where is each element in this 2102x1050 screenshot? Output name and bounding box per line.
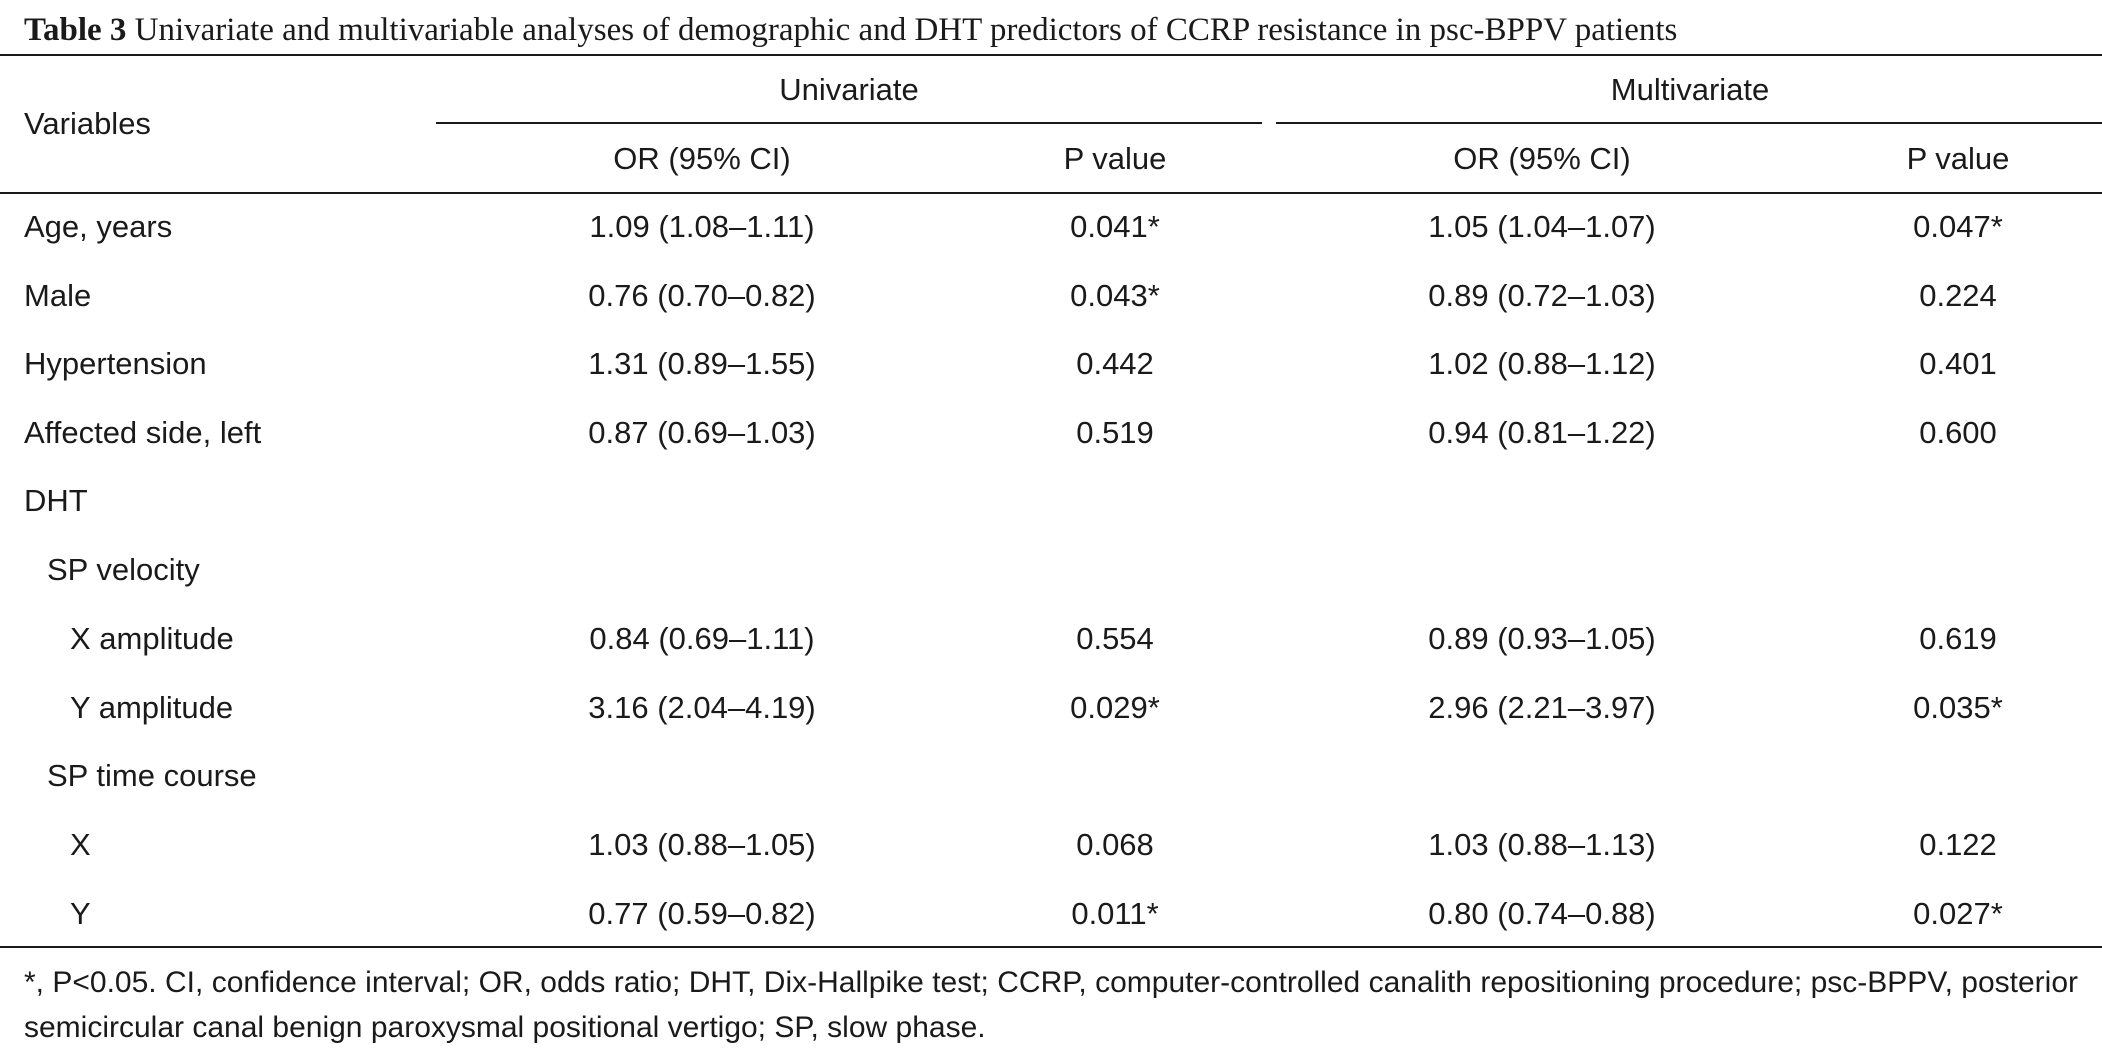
row-uni-or: 1.03 (0.88–1.05) <box>588 827 816 862</box>
header-multi-p: P value <box>1906 141 2010 176</box>
row-uni-or: 0.76 (0.70–0.82) <box>588 278 816 313</box>
row-multi-p: 0.122 <box>1919 827 1997 862</box>
row-uni-p: 0.043* <box>1070 278 1160 313</box>
table-bottom-rule <box>0 946 2102 948</box>
row-variable: Y amplitude <box>70 690 234 725</box>
row-multi-p: 0.600 <box>1919 415 1997 450</box>
row-variable: X <box>70 827 91 862</box>
row-variable: SP velocity <box>47 552 200 587</box>
row-multi-p: 0.224 <box>1919 278 1997 313</box>
row-uni-or: 1.31 (0.89–1.55) <box>588 346 816 381</box>
table-footnote: *, P<0.05. CI, confidence interval; OR, … <box>24 966 2078 1044</box>
row-uni-or: 3.16 (2.04–4.19) <box>588 690 816 725</box>
row-uni-p: 0.519 <box>1076 415 1154 450</box>
header-univariate: Univariate <box>779 72 919 107</box>
row-variable: Hypertension <box>24 346 207 381</box>
row-variable: Male <box>24 278 92 313</box>
row-variable: SP time course <box>47 758 257 793</box>
row-multi-or: 0.94 (0.81–1.22) <box>1428 415 1656 450</box>
row-variable: Y <box>70 896 91 931</box>
table-caption-text: Univariate and multivariable analyses of… <box>134 12 1678 48</box>
row-multi-or: 1.03 (0.88–1.13) <box>1428 827 1656 862</box>
row-uni-or: 0.84 (0.69–1.11) <box>589 621 815 656</box>
header-variables: Variables <box>24 106 151 141</box>
header-multivariate: Multivariate <box>1610 72 1770 107</box>
row-uni-or: 0.77 (0.59–0.82) <box>588 896 816 931</box>
row-multi-or: 2.96 (2.21–3.97) <box>1428 690 1656 725</box>
row-multi-p: 0.027* <box>1913 896 2003 931</box>
row-uni-p: 0.442 <box>1076 346 1154 381</box>
table-top-rule <box>0 54 2102 56</box>
row-uni-or: 0.87 (0.69–1.03) <box>588 415 816 450</box>
row-uni-p: 0.068 <box>1076 827 1154 862</box>
row-uni-or: 1.09 (1.08–1.11) <box>589 209 815 244</box>
row-variable: Age, years <box>24 209 173 244</box>
table-caption: Table 3 Univariate and multivariable ana… <box>24 8 1677 52</box>
row-multi-or: 0.80 (0.74–0.88) <box>1428 896 1656 931</box>
row-variable: DHT <box>24 483 88 518</box>
row-multi-p: 0.047* <box>1913 209 2003 244</box>
table-header-rule <box>0 192 2102 194</box>
row-uni-p: 0.554 <box>1076 621 1154 656</box>
row-multi-or: 0.89 (0.93–1.05) <box>1428 621 1656 656</box>
row-multi-p: 0.619 <box>1919 621 1997 656</box>
header-multi-or: OR (95% CI) <box>1453 141 1631 176</box>
row-multi-or: 0.89 (0.72–1.03) <box>1428 278 1656 313</box>
row-uni-p: 0.011* <box>1071 896 1159 931</box>
header-uni-p: P value <box>1063 141 1167 176</box>
row-uni-p: 0.041* <box>1070 209 1160 244</box>
header-uni-or: OR (95% CI) <box>613 141 791 176</box>
row-variable: X amplitude <box>70 621 234 656</box>
multivariate-span-rule <box>1276 122 2102 124</box>
table-caption-label: Table 3 <box>24 12 127 48</box>
row-uni-p: 0.029* <box>1070 690 1160 725</box>
univariate-span-rule <box>436 122 1262 124</box>
row-multi-or: 1.05 (1.04–1.07) <box>1428 209 1656 244</box>
row-multi-p: 0.035* <box>1913 690 2003 725</box>
row-multi-or: 1.02 (0.88–1.12) <box>1428 346 1656 381</box>
row-variable: Affected side, left <box>24 415 262 450</box>
row-multi-p: 0.401 <box>1919 346 1997 381</box>
